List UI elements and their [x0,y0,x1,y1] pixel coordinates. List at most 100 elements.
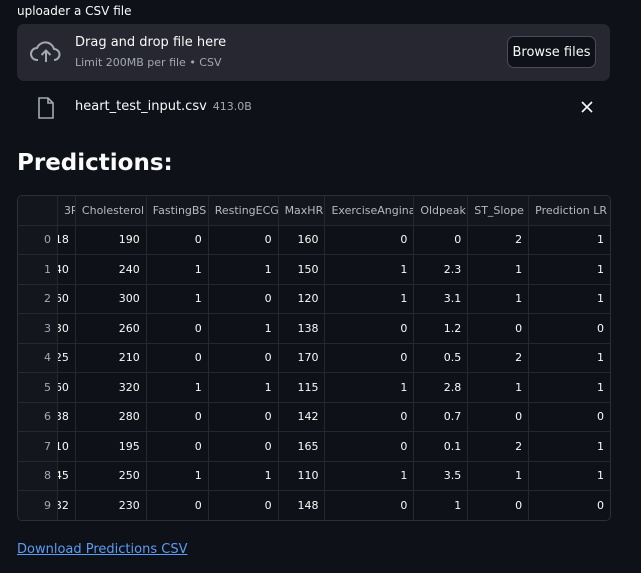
table-cell: 1 [325,255,415,284]
table-cell: 3.1 [414,284,469,313]
table-cell: 0 [147,491,209,520]
browse-button[interactable]: Browse files [507,36,596,68]
table-cell: 1.2 [414,314,469,343]
table-cell: 0 [414,225,469,254]
dropzone-title: Drag and drop file here [75,35,227,50]
dropzone[interactable]: Drag and drop file here Limit 200MB per … [17,24,610,81]
download-link[interactable]: Download Predictions CSV [17,542,188,557]
table-cell: 320 [76,373,147,402]
table-cell: 1 [414,491,469,520]
table-cell: 1 [147,255,209,284]
table-cell: 1 [468,284,530,313]
header-row: 3PCholesterolFastingBSRestingECGMaxHRExe… [18,196,610,226]
row-index: 5 [18,373,58,402]
column-header: FastingBS [146,196,209,225]
table-cell: 1 [596,262,604,276]
table-cell: 280 [76,402,147,431]
table-cell: 300 [76,284,147,313]
table-cell: 0 [147,314,209,343]
column-header: 3P [57,196,76,225]
table-cell: 2 [468,432,530,461]
table-cell: 0 [147,402,209,431]
table-row: 018190001600021 [18,225,610,255]
file-row: heart_test_input.csv 413.0B [75,99,252,114]
table-cell: 170 [279,343,326,372]
table-row: 5603201111512.811 [18,373,610,403]
table-cell: 1 [468,373,530,402]
table-cell: 0 [325,343,415,372]
table-cell: 0.1 [414,432,469,461]
table-cell: 0 [209,284,279,313]
file-size: 413.0B [212,100,252,113]
table-cell: 60 [58,284,76,313]
row-index: 3 [18,314,58,343]
table-cell: 1 [596,233,604,247]
table-cell: 0 [325,491,415,520]
table-cell: 3.5 [414,461,469,490]
table-cell: 0.5 [414,343,469,372]
table-cell: 0 [209,225,279,254]
table-cell: 0 [596,410,604,424]
table-cell: 115 [279,373,326,402]
row-index: 0 [18,225,58,254]
table-cell: 1 [209,461,279,490]
table-cell: 150 [279,255,326,284]
remove-file[interactable] [581,101,593,113]
column-header: Prediction LR [529,196,610,225]
row-index: 7 [18,432,58,461]
table-cell: 0 [209,432,279,461]
table-row: 6382800014200.700 [18,402,610,432]
table-cell: 148 [279,491,326,520]
column-header: RestingECG [208,196,279,225]
table-cell: 0 [325,225,415,254]
row-index: 9 [18,491,58,520]
table-cell: 40 [58,255,76,284]
table-cell: 210 [76,343,147,372]
table-cell: 45 [58,461,76,490]
table-cell: 240 [76,255,147,284]
table-cell: 142 [279,402,326,431]
table-cell: 1 [468,255,530,284]
table-cell: 0 [147,432,209,461]
table-row: 2603001012013.111 [18,284,610,314]
row-index: 4 [18,343,58,372]
table-cell: 0 [325,432,415,461]
table-row: 4252100017000.521 [18,343,610,373]
table-cell: 2 [468,343,530,372]
table-cell: 1 [596,351,604,365]
column-header: ExerciseAngina [325,196,415,225]
table-cell: 1 [596,469,604,483]
column-header: Cholesterol [75,196,147,225]
table-cell: 60 [58,373,76,402]
table-row: 932230001480100 [18,491,610,520]
table-row: 7101950016500.121 [18,432,610,462]
row-index: 1 [18,255,58,284]
table-cell: 0 [209,343,279,372]
table-cell: 0 [468,491,530,520]
table-cell: 165 [279,432,326,461]
table-cell: 230 [76,491,147,520]
row-index: 6 [18,402,58,431]
table-cell: 195 [76,432,147,461]
table-cell: 38 [58,402,76,431]
table-cell: 18 [58,225,76,254]
table-cell: 1 [209,255,279,284]
table-cell: 1 [596,292,604,306]
table-cell: 260 [76,314,147,343]
table: 3PCholesterolFastingBSRestingECGMaxHRExe… [17,195,611,521]
upload-icon [30,41,61,62]
table-cell: 1 [325,461,415,490]
table-cell: 1 [325,284,415,313]
table-cell: 1 [209,314,279,343]
column-header: ST_Slope [468,196,530,225]
table-cell: 2.3 [414,255,469,284]
file-name: heart_test_input.csv [75,99,207,114]
table-cell: 32 [58,491,76,520]
file-icon [38,97,54,119]
table-cell: 138 [279,314,326,343]
table-cell: 25 [58,343,76,372]
table-cell: 0 [325,314,415,343]
table-cell: 0 [468,402,530,431]
table-cell: 1 [468,461,530,490]
